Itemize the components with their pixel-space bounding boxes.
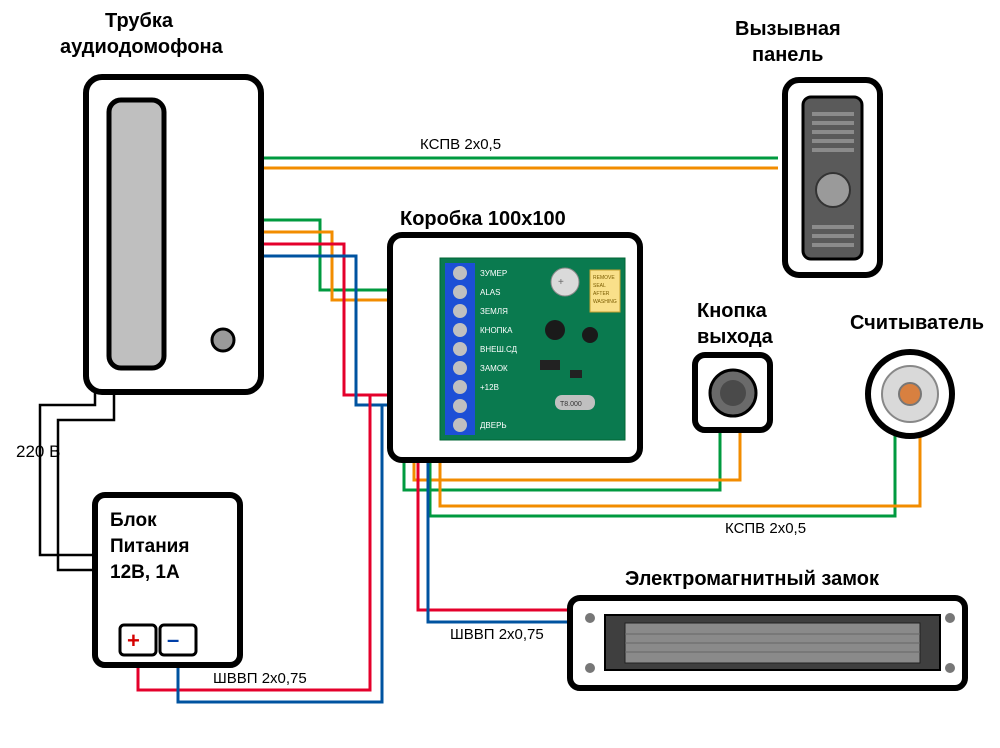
terminal-screw bbox=[453, 342, 467, 356]
terminal-screw bbox=[453, 361, 467, 375]
psu-label-1: Блок bbox=[110, 510, 157, 532]
terminal-screw bbox=[453, 323, 467, 337]
speaker-slot bbox=[812, 139, 854, 143]
psu-minus-symbol: – bbox=[167, 627, 179, 652]
speaker-slot bbox=[812, 112, 854, 116]
sticker-text: AFTER bbox=[593, 291, 610, 297]
terminal-label: ЗУМЕР bbox=[480, 269, 507, 278]
psu-plus-symbol: + bbox=[127, 628, 140, 653]
speaker-slot bbox=[812, 148, 854, 152]
pcb-smd bbox=[540, 360, 560, 370]
psu-label-3: 12В, 1А bbox=[110, 562, 180, 584]
maglock-screw bbox=[945, 663, 955, 673]
junctionbox-label: Коробка 100х100 bbox=[400, 208, 566, 231]
cable-label-shvvp-right: ШВВП 2х0,75 bbox=[450, 626, 544, 643]
pcb-capacitor bbox=[582, 327, 598, 343]
speaker-slot bbox=[812, 130, 854, 134]
terminal-screw bbox=[453, 304, 467, 318]
buzzer-plus: + bbox=[558, 277, 564, 288]
terminal-screw bbox=[453, 380, 467, 394]
pcb-capacitor bbox=[545, 320, 565, 340]
exitbutton-label-2: выхода bbox=[697, 326, 773, 349]
psu-label-2: Питания bbox=[110, 536, 189, 558]
callpanel-label-1: Вызывная bbox=[735, 18, 841, 41]
speaker-slot bbox=[812, 225, 854, 229]
reader-label: Считыватель bbox=[850, 312, 984, 335]
pcb-smd bbox=[570, 370, 582, 378]
cable-label-kspv-top: КСПВ 2х0,5 bbox=[420, 136, 501, 153]
sticker-text: WASHING bbox=[593, 299, 617, 305]
terminal-label: ВНЕШ.СД bbox=[480, 345, 518, 354]
maglock-screw bbox=[585, 663, 595, 673]
wire-220v-psu-2 bbox=[58, 440, 94, 570]
reader-center bbox=[899, 383, 921, 405]
call-panel-button bbox=[816, 173, 850, 207]
exitbutton-label-1: Кнопка bbox=[697, 300, 767, 323]
handset-button bbox=[212, 329, 234, 351]
wire-220v bbox=[40, 393, 95, 440]
cable-label-kspv-bottom: КСПВ 2х0,5 bbox=[725, 520, 806, 537]
exit-button-inner bbox=[720, 380, 746, 406]
crystal-label: T8.000 bbox=[560, 401, 582, 408]
handset-label-1: Трубка bbox=[105, 10, 173, 33]
pcb-buzzer bbox=[551, 268, 579, 296]
handset-slot bbox=[109, 100, 164, 368]
voltage-label: 220 В bbox=[16, 442, 60, 462]
speaker-slot bbox=[812, 121, 854, 125]
terminal-screw bbox=[453, 418, 467, 432]
maglock-screw bbox=[585, 613, 595, 623]
terminal-label: ДВЕРЬ bbox=[480, 421, 507, 430]
sticker-text: SEAL bbox=[593, 283, 606, 289]
wire-220v-2 bbox=[58, 393, 114, 440]
handset-label-2: аудиодомофона bbox=[60, 36, 223, 59]
speaker-slot bbox=[812, 234, 854, 238]
terminal-label: ЗЕМЛЯ bbox=[480, 307, 508, 316]
maglock-screw bbox=[945, 613, 955, 623]
maglock-label: Электромагнитный замок bbox=[625, 568, 879, 591]
terminal-label: +12В bbox=[480, 383, 499, 392]
terminal-label: ALAS bbox=[480, 288, 500, 297]
terminal-screw bbox=[453, 399, 467, 413]
terminal-label: ЗАМОК bbox=[480, 364, 508, 373]
speaker-slot bbox=[812, 243, 854, 247]
terminal-label: КНОПКА bbox=[480, 326, 513, 335]
callpanel-label-2: панель bbox=[752, 44, 823, 67]
sticker-text: REMOVE bbox=[593, 275, 615, 281]
cable-label-shvvp-left: ШВВП 2х0,75 bbox=[213, 670, 307, 687]
terminal-screw bbox=[453, 266, 467, 280]
terminal-screw bbox=[453, 285, 467, 299]
